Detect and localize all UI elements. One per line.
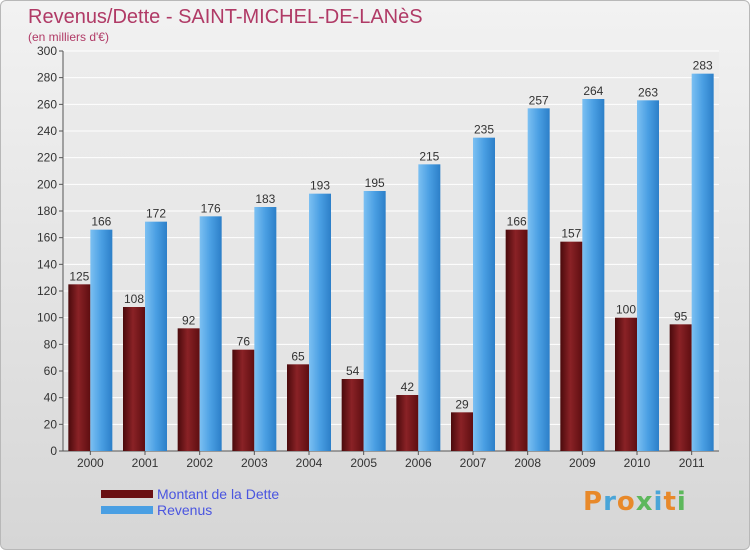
data-label-revenus: 264 <box>583 84 603 98</box>
data-label-revenus: 183 <box>255 192 275 206</box>
y-tick-label: 80 <box>44 337 58 351</box>
bar-revenus <box>691 73 714 452</box>
y-tick-label: 180 <box>37 204 57 218</box>
bar-dette <box>341 379 364 451</box>
legend-swatch-dette <box>101 490 153 498</box>
legend-swatch-revenus <box>101 506 153 514</box>
legend-label-dette: Montant de la Dette <box>157 486 280 502</box>
legend-label-revenus: Revenus <box>157 502 213 518</box>
bar-dette <box>396 395 419 451</box>
bar-revenus <box>363 191 386 451</box>
y-tick-label: 140 <box>37 257 57 271</box>
bar-dette <box>615 317 637 451</box>
data-label-dette: 157 <box>561 227 581 241</box>
data-label-dette: 100 <box>616 303 636 317</box>
bar-dette <box>232 349 255 451</box>
bar-dette <box>560 241 583 451</box>
data-label-revenus: 166 <box>91 215 111 229</box>
x-tick-label: 2001 <box>132 456 159 470</box>
y-tick-label: 40 <box>44 391 58 405</box>
chart-title: Revenus/Dette - SAINT-MICHEL-DE-LANèS <box>28 6 423 28</box>
plot-area <box>63 51 719 451</box>
x-tick-label: 2002 <box>186 456 213 470</box>
bar-dette <box>287 364 309 451</box>
data-label-dette: 76 <box>237 335 251 349</box>
data-label-revenus: 215 <box>419 149 439 163</box>
data-label-dette: 108 <box>124 292 144 306</box>
data-label-revenus: 283 <box>693 59 713 73</box>
x-tick-label: 2010 <box>624 456 651 470</box>
y-tick-label: 280 <box>37 71 57 85</box>
y-tick-label: 160 <box>37 231 57 245</box>
data-label-revenus: 172 <box>146 207 166 221</box>
bar-dette <box>669 324 692 451</box>
x-tick-label: 2003 <box>241 456 268 470</box>
chart-subtitle: (en milliers d'€) <box>28 30 109 44</box>
data-label-revenus: 263 <box>638 85 658 99</box>
data-label-revenus: 193 <box>310 179 330 193</box>
data-label-dette: 92 <box>182 313 196 327</box>
y-tick-label: 260 <box>37 97 57 111</box>
bar-dette <box>177 328 200 451</box>
data-label-dette: 95 <box>674 309 688 323</box>
y-tick-label: 20 <box>44 417 58 431</box>
bar-dette <box>123 307 145 451</box>
y-tick-label: 300 <box>37 44 57 58</box>
x-tick-label: 2007 <box>460 456 487 470</box>
x-tick-label: 2000 <box>77 456 104 470</box>
bar-dette <box>505 229 528 451</box>
y-tick-label: 200 <box>37 177 57 191</box>
bar-revenus <box>145 221 167 451</box>
y-tick-label: 220 <box>37 151 57 165</box>
data-label-revenus: 257 <box>529 93 549 107</box>
y-tick-label: 240 <box>37 124 57 138</box>
data-label-dette: 65 <box>291 349 305 363</box>
bar-revenus <box>637 100 659 451</box>
bar-dette <box>68 284 91 451</box>
bar-revenus <box>527 108 550 451</box>
data-label-dette: 54 <box>346 364 360 378</box>
proxiti-logo: Proxiti <box>583 487 687 517</box>
y-tick-label: 100 <box>37 311 57 325</box>
x-tick-label: 2009 <box>569 456 596 470</box>
bar-revenus <box>473 137 495 451</box>
data-label-revenus: 176 <box>201 201 221 215</box>
bar-revenus <box>582 99 605 451</box>
x-tick-label: 2004 <box>296 456 323 470</box>
y-tick-label: 60 <box>44 364 58 378</box>
data-label-revenus: 195 <box>365 176 385 190</box>
data-label-dette: 29 <box>455 397 469 411</box>
x-tick-label: 2011 <box>679 456 705 470</box>
x-tick-label: 2006 <box>405 456 432 470</box>
data-label-revenus: 235 <box>474 123 494 137</box>
y-tick-label: 120 <box>37 284 57 298</box>
bar-revenus <box>254 207 277 451</box>
bar-revenus <box>309 193 331 451</box>
bar-revenus <box>90 229 113 451</box>
x-tick-label: 2005 <box>350 456 377 470</box>
bar-revenus <box>199 216 222 451</box>
bar-revenus <box>418 164 441 452</box>
y-tick-label: 0 <box>50 444 57 458</box>
bar-dette <box>451 412 473 451</box>
data-label-dette: 42 <box>401 380 415 394</box>
data-label-dette: 125 <box>69 269 89 283</box>
data-label-dette: 166 <box>507 215 527 229</box>
x-tick-label: 2008 <box>514 456 541 470</box>
